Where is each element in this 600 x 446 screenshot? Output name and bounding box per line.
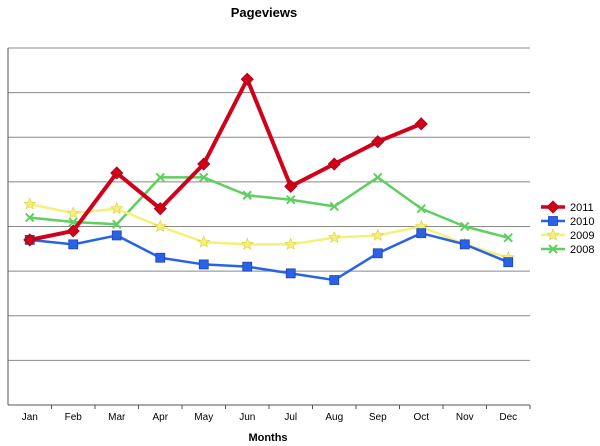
legend-marker [548,244,558,254]
data-point [327,230,341,244]
data-point [459,239,470,250]
legend-marker [548,216,558,226]
legend-item-2010: 2010 [541,216,594,228]
series-2011 [23,72,428,247]
data-point [284,237,298,250]
legend-marker [546,200,560,214]
data-point [416,228,427,239]
data-point [286,195,296,205]
data-point [153,202,167,216]
series-2008 [25,172,513,243]
x-tick-label: Apr [152,412,168,423]
x-tick-label: Aug [325,412,343,423]
series-line [29,77,423,242]
series-line [29,231,509,282]
x-tick-label: Mar [108,412,126,423]
data-point [373,172,383,183]
data-point [372,248,383,259]
legend-item-2011: 2011 [541,200,594,214]
data-point [240,237,254,250]
data-point [240,72,254,86]
data-point [371,135,385,149]
series-lines [23,72,515,285]
grid-lines [7,47,530,406]
x-tick-label: Jun [239,412,255,423]
series-2010 [24,228,514,285]
data-point [503,257,514,268]
legend-label: 2011 [570,202,594,214]
data-point [242,190,252,200]
data-point [327,157,341,171]
data-point [242,261,253,272]
data-point [414,117,428,131]
data-point [460,221,470,232]
data-point [68,239,79,250]
legend-marker [546,228,560,241]
data-point [199,172,209,183]
x-tick-label: Oct [413,412,429,423]
x-tick-label: Sep [369,412,387,423]
x-tick-label: Nov [456,412,474,423]
legend: 2011 2010 2009 2008 [541,200,594,256]
data-point [329,201,339,212]
data-point [153,219,167,233]
data-point [416,203,426,214]
data-point [503,232,513,243]
x-tick-label: Dec [499,412,517,423]
data-point [66,224,80,238]
data-point [23,233,37,247]
data-point [25,212,35,223]
data-point [155,172,165,183]
data-point [111,230,122,241]
data-point [110,166,124,180]
legend-label: 2010 [570,216,594,228]
data-point [155,252,166,263]
data-point [371,228,385,241]
data-point [198,259,209,270]
data-point [197,157,211,171]
legend-item-2008: 2008 [541,244,594,256]
data-point [285,268,296,279]
x-tick-label: Feb [65,412,83,423]
data-point [197,235,211,248]
data-point [329,275,340,285]
series-2009 [23,197,515,264]
x-tick-label: May [194,412,213,423]
data-point [112,219,122,229]
legend-label: 2008 [570,244,594,256]
series-line [29,202,509,259]
chart-title: Pageviews [231,5,298,20]
legend-label: 2009 [570,230,594,242]
x-axis-title: Months [248,432,287,444]
data-point [110,201,124,215]
x-tick-labels: Jan Feb Mar Apr May Jun Jul Aug Sep Oct Nov Dec [22,405,531,423]
legend-item-2009: 2009 [541,228,594,242]
data-point [66,206,80,219]
data-point [284,179,298,193]
series-line [29,176,509,239]
data-point [23,197,37,210]
x-tick-label: Jan [22,412,38,423]
x-tick-label: Jul [284,412,297,423]
